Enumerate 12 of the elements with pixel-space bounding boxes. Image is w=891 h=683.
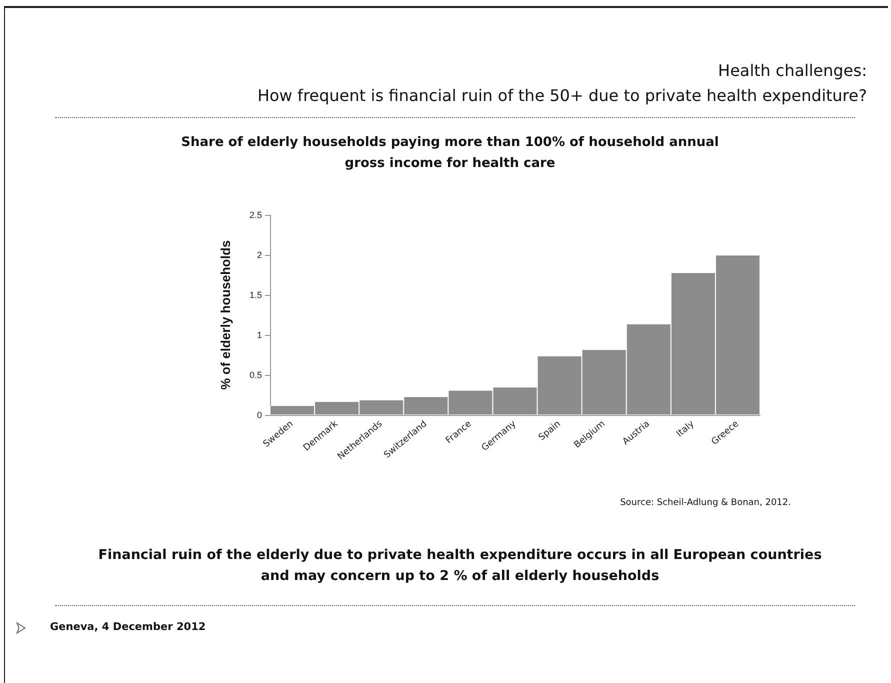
y-tick-label: 2 [256, 250, 262, 260]
y-tick-label: 0.5 [249, 370, 262, 380]
source-note: Source: Scheil-Adlung & Bonan, 2012. [620, 498, 791, 508]
text: Financial ruin of the elderly due to private health expenditure occurs in all European countries and may concern up to 2 % of all elderly households [97, 546, 823, 586]
y-tick-label: 1 [256, 330, 262, 340]
chart-title: Health challenges: How frequent is financial ruin of the 50+ due to private health expenditure? [257, 60, 867, 107]
text: Geneva, 4 December 2012 [50, 621, 206, 633]
chart-subtitle: Share of elderly households paying more than 100% of household annual gross income for health care [180, 134, 720, 173]
y-tick-label: 2.5 [249, 210, 262, 220]
y-tick-label: 0 [256, 410, 262, 420]
y-axis-title: % of elderly households [218, 240, 233, 390]
y-tick-label: 1.5 [249, 290, 262, 300]
